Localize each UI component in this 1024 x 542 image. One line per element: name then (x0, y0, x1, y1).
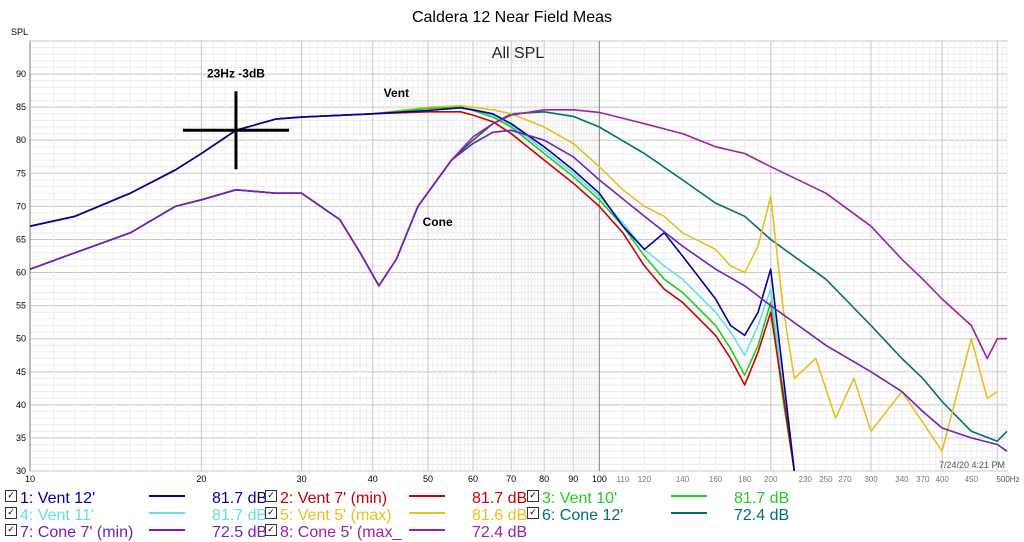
legend-line-swatch (409, 529, 445, 531)
legend: ✓ 1: Vent 12' 81.7 dB ✓ 2: Vent 7' (min) 81.7… (0, 488, 1024, 541)
legend-line-swatch (409, 495, 445, 497)
x-tick-label: 200 (764, 475, 778, 484)
legend-checkbox[interactable]: ✓ (5, 490, 17, 502)
y-tick-label: 30 (16, 466, 26, 476)
legend-series-name: 4: Vent 11' (20, 507, 94, 524)
legend-level-value: 81.7 dB (472, 490, 528, 507)
legend-series-name: 7: Cone 7' (min) (20, 524, 134, 541)
y-tick-label: 85 (16, 102, 26, 112)
x-tick-label: 30 (297, 474, 307, 484)
x-tick-label: 250 (819, 475, 833, 484)
legend-line-swatch (149, 495, 185, 497)
x-tick-labels: 10 20 30 40 50 60 70 80 90 100 110 120 140 160 180 200 2… (25, 474, 1020, 484)
legend-item-7[interactable]: ✓ 7: Cone 7' (min) 72.5 dB (5, 524, 267, 541)
grid (29, 40, 1008, 472)
y-tick-labels: 30 35 40 45 50 55 60 65 70 75 80 85 90 (16, 69, 26, 476)
timestamp: 7/24/20 4:21 PM (939, 460, 1005, 470)
x-tick-label: 40 (368, 474, 378, 484)
x-tick-label: 80 (539, 474, 549, 484)
y-tick-label: 35 (16, 433, 26, 443)
x-tick-label: 110 (617, 475, 630, 484)
x-tick-label: 100 (592, 474, 607, 484)
legend-line-swatch (671, 512, 707, 514)
chart-title: Caldera 12 Near Field Meas (412, 9, 612, 26)
y-tick-label: 55 (16, 301, 26, 311)
y-tick-label: 45 (16, 367, 26, 377)
legend-item-8[interactable]: ✓ 8: Cone 5' (max_ 72.4 dB (265, 524, 527, 541)
y-tick-label: 65 (16, 234, 26, 244)
annotations: 23Hz -3dB Vent Cone (182, 66, 453, 229)
x-tick-label: 400 (935, 475, 949, 484)
legend-level-value: 81.6 dB (472, 507, 528, 524)
annotation-label: Cone (423, 215, 453, 229)
y-axis-label: SPL (11, 27, 28, 37)
legend-checkbox[interactable]: ✓ (527, 490, 539, 502)
x-tick-label: 160 (709, 475, 723, 484)
x-tick-label: 230 (799, 475, 813, 484)
legend-series-name: 2: Vent 7' (min) (280, 490, 388, 507)
legend-line-swatch (149, 512, 185, 514)
legend-line-swatch (409, 512, 445, 514)
legend-series-name: 1: Vent 12' (20, 490, 96, 507)
x-tick-label: 60 (468, 474, 478, 484)
y-tick-label: 60 (16, 268, 26, 278)
annotation-label: 23Hz -3dB (207, 66, 265, 80)
legend-series-name: 8: Cone 5' (max_ (280, 524, 402, 541)
x-tick-label: 50 (423, 474, 433, 484)
legend-line-swatch (149, 529, 185, 531)
legend-item-1[interactable]: ✓ 1: Vent 12' 81.7 dB (5, 490, 267, 507)
legend-item-3[interactable]: ✓ 3: Vent 10' 81.7 dB (527, 490, 789, 507)
legend-checkbox[interactable]: ✓ (265, 524, 277, 536)
series-line-7 (29, 129, 1008, 452)
legend-item-5[interactable]: ✓ 5: Vent 5' (max) 81.6 dB (265, 507, 527, 524)
x-tick-label: 180 (738, 475, 752, 484)
x-unit-label: 500Hz (996, 475, 1019, 484)
y-tick-label: 40 (16, 400, 26, 410)
legend-item-2[interactable]: ✓ 2: Vent 7' (min) 81.7 dB (265, 490, 527, 507)
y-tick-label: 70 (16, 201, 26, 211)
legend-series-name: 5: Vent 5' (max) (280, 507, 392, 524)
y-tick-label: 80 (16, 135, 26, 145)
x-tick-label: 20 (196, 474, 206, 484)
legend-item-4[interactable]: ✓ 4: Vent 11' 81.7 dB (5, 507, 267, 524)
legend-level-value: 72.5 dB (212, 524, 268, 541)
x-tick-label: 370 (916, 475, 930, 484)
x-tick-label: 450 (965, 475, 979, 484)
y-tick-label: 90 (16, 69, 26, 79)
x-tick-label: 340 (895, 475, 909, 484)
legend-checkbox[interactable]: ✓ (527, 507, 539, 519)
legend-item-6[interactable]: ✓ 6: Cone 12' 72.4 dB (527, 507, 789, 524)
legend-series-name: 6: Cone 12' (542, 507, 624, 524)
y-tick-label: 50 (16, 334, 26, 344)
x-tick-label: 300 (864, 475, 878, 484)
spl-chart: Caldera 12 Near Field Meas SPL 30 35 40 45 5… (11, 9, 1020, 484)
legend-checkbox[interactable]: ✓ (265, 507, 277, 519)
legend-level-value: 81.7 dB (734, 490, 790, 507)
plot-title: All SPL (492, 45, 545, 62)
legend-checkbox[interactable]: ✓ (5, 524, 17, 536)
y-tick-label: 75 (16, 168, 26, 178)
x-tick-label: 70 (506, 474, 516, 484)
legend-level-value: 81.7 dB (212, 507, 268, 524)
legend-line-swatch (671, 495, 707, 497)
x-tick-label: 90 (568, 474, 578, 484)
legend-series-name: 3: Vent 10' (542, 490, 618, 507)
legend-level-value: 81.7 dB (212, 490, 268, 507)
x-tick-label: 120 (638, 475, 652, 484)
x-tick-label: 140 (676, 475, 690, 484)
x-tick-label: 270 (838, 475, 852, 484)
legend-level-value: 72.4 dB (472, 524, 528, 541)
x-tick-label: 10 (25, 474, 35, 484)
legend-level-value: 72.4 dB (734, 507, 790, 524)
annotation-label: Vent (384, 86, 409, 100)
legend-checkbox[interactable]: ✓ (265, 490, 277, 502)
series-group (29, 105, 1008, 472)
legend-checkbox[interactable]: ✓ (5, 507, 17, 519)
